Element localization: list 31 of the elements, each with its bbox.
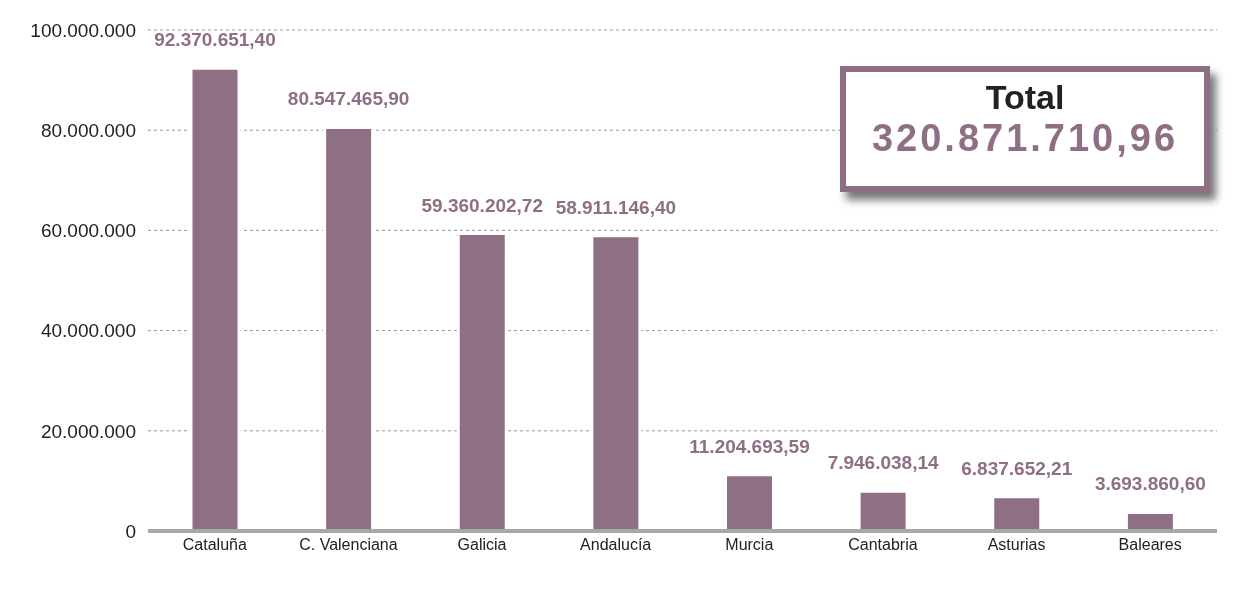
y-tick-label: 60.000.000 [40, 220, 136, 242]
x-tick-label: Galicia [457, 536, 507, 554]
annotation: 320.871.710,96 [870, 117, 1180, 160]
bar [724, 473, 775, 531]
total-frame: Total 320.871.710,96 [840, 66, 1210, 192]
bar [189, 66, 241, 531]
y-tick-label: 20.000.000 [40, 420, 136, 442]
x-tick-label: Andalucía [580, 536, 652, 554]
data-label: 80.547.465,90 [287, 88, 410, 110]
y-tick-label: 0 [125, 520, 136, 542]
x-tick-label: Asturias [987, 536, 1046, 554]
x-tick-label: C. Valenciana [299, 536, 398, 554]
y-tick-label: 40.000.000 [40, 320, 136, 342]
x-tick-label: Baleares [1118, 536, 1182, 554]
annotation: Total [984, 78, 1066, 117]
bar [590, 234, 642, 531]
data-label: 6.837.652,21 [961, 457, 1073, 479]
data-label: 59.360.202,72 [421, 194, 544, 216]
data-label: 58.911.146,40 [555, 196, 677, 218]
bar [456, 232, 508, 531]
y-tick-label: 80.000.000 [40, 119, 136, 141]
data-label: 3.693.860,60 [1094, 473, 1206, 495]
data-label: 11.204.693,59 [689, 435, 810, 457]
x-tick-label: Murcia [725, 536, 774, 554]
bar [991, 495, 1043, 531]
x-tick-label: Cantabria [848, 536, 918, 554]
y-tick-label: 100.000.000 [30, 19, 136, 41]
bar [857, 489, 909, 531]
data-label: 7.946.038,14 [827, 452, 940, 474]
data-label: 92.370.651,40 [154, 29, 276, 51]
x-tick-label: Cataluña [182, 536, 247, 554]
